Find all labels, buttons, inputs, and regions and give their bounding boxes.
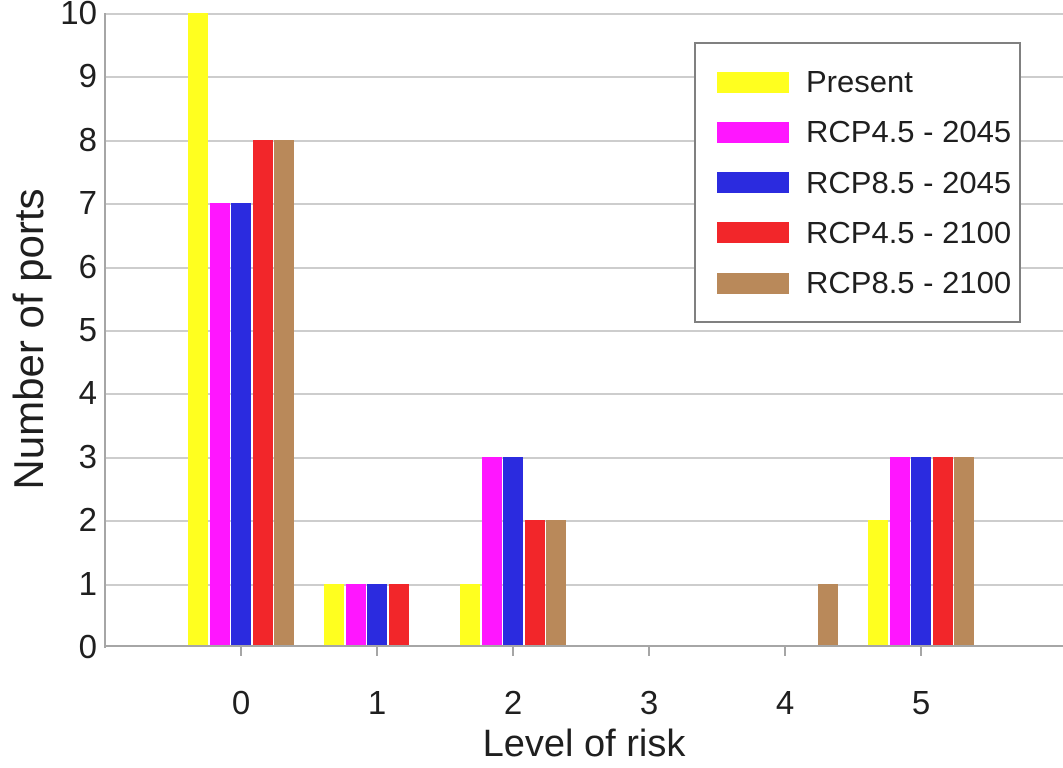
- y-tick-label: 7: [78, 184, 97, 222]
- gridline-y-5: [105, 330, 1063, 332]
- x-tick-mark-1: [376, 647, 378, 656]
- legend-label: Present: [806, 64, 913, 99]
- x-tick-label: 0: [231, 684, 251, 721]
- bar-group-risk-1: [324, 13, 430, 647]
- bar-rcp4-5-2045-risk-2: [481, 457, 502, 647]
- y-axis-line: [104, 13, 106, 648]
- bar-rcp4-5-2100-risk-1: [388, 584, 409, 647]
- bar-group-risk-4: [732, 13, 838, 647]
- legend-label: RCP4.5 - 2100: [806, 214, 1012, 250]
- y-tick-label: 8: [78, 120, 97, 158]
- legend-swatch-rcp4-5-2100: [717, 222, 789, 244]
- legend-item-rcp4-5-2045: RCP4.5 - 2045: [696, 107, 1019, 157]
- gridline-y-8: [105, 139, 1063, 142]
- bar-group-risk-3: [596, 13, 702, 647]
- bar-group-risk-5: [868, 13, 974, 647]
- gridline-y-3: [105, 456, 1063, 459]
- legend-item-rcp8-5-2100: RCP8.5 - 2100: [696, 258, 1019, 308]
- bar-rcp4-5-2045-risk-1: [345, 584, 366, 647]
- legend-swatch-rcp8-5-2045: [717, 172, 789, 193]
- bar-rcp4-5-2100-risk-2: [524, 520, 545, 647]
- y-tick-label: 5: [78, 311, 97, 348]
- gridline-y-4: [105, 393, 1063, 396]
- bar-rcp8-5-2100-risk-0: [274, 140, 294, 647]
- bar-rcp8-5-2045-risk-5: [911, 457, 931, 647]
- y-tick-label: 6: [78, 247, 97, 285]
- x-tick-mark-5: [920, 647, 922, 656]
- legend-item-rcp8-5-2045: RCP8.5 - 2045: [696, 158, 1019, 208]
- bar-present-risk-1: [324, 584, 344, 647]
- x-tick-label: 2: [503, 684, 523, 721]
- legend-swatch-present: [717, 71, 789, 93]
- x-axis-title: Level of risk: [482, 723, 686, 765]
- bar-present-risk-0: [188, 13, 208, 647]
- x-axis-line: [104, 645, 1063, 647]
- y-tick-label: 10: [60, 0, 97, 31]
- y-tick-label: 4: [78, 374, 97, 412]
- legend: Present RCP4.5 - 2045 RCP8.5 - 2045 RCP4.5 …: [694, 42, 1021, 323]
- legend-item-rcp4-5-2100: RCP4.5 - 2100: [696, 208, 1019, 258]
- legend-label: RCP8.5 - 2100: [806, 265, 1012, 300]
- gridline-y-1: [105, 583, 1063, 586]
- legend-swatch-rcp8-5-2100: [717, 272, 789, 294]
- bar-rcp4-5-2100-risk-5: [932, 457, 953, 647]
- legend-label: RCP8.5 - 2045: [806, 164, 1012, 200]
- legend-swatch-rcp4-5-2045: [717, 121, 789, 143]
- y-tick-label: 0: [78, 628, 97, 665]
- legend-item-present: Present: [696, 57, 1019, 107]
- x-tick-mark-3: [648, 647, 650, 656]
- bar-rcp8-5-2045-risk-0: [231, 203, 251, 647]
- plot-area: [105, 13, 1063, 647]
- y-tick-label: 1: [78, 564, 97, 602]
- bar-present-risk-5: [868, 520, 888, 647]
- legend-label: RCP4.5 - 2045: [806, 114, 1012, 150]
- bar-present-risk-2: [460, 584, 480, 647]
- bar-rcp8-5-2100-risk-5: [954, 457, 974, 647]
- bar-group-risk-0: [188, 13, 294, 647]
- bar-rcp8-5-2045-risk-2: [503, 457, 523, 647]
- y-tick-label: 2: [78, 501, 97, 539]
- gridline-y-6: [105, 266, 1063, 269]
- y-tick-label: 3: [78, 437, 97, 475]
- y-tick-label: 9: [78, 57, 97, 95]
- x-tick-mark-0: [240, 647, 242, 656]
- bar-rcp8-5-2100-risk-2: [546, 520, 566, 647]
- x-tick-label: 1: [367, 684, 387, 721]
- gridline-y-9: [105, 76, 1063, 79]
- x-tick-mark-2: [512, 647, 514, 656]
- x-tick-label: 4: [775, 684, 795, 721]
- x-tick-label: 3: [639, 684, 659, 721]
- x-tick-label: 5: [911, 684, 931, 721]
- gridline-y-2: [105, 520, 1063, 523]
- gridline-y-7: [105, 203, 1063, 206]
- bar-rcp8-5-2100-risk-4: [818, 584, 838, 647]
- gridline-y-10: [105, 13, 1063, 15]
- bar-rcp4-5-2100-risk-0: [252, 140, 273, 647]
- bar-rcp8-5-2045-risk-1: [367, 584, 387, 647]
- x-tick-mark-4: [784, 647, 786, 656]
- bar-rcp4-5-2045-risk-0: [209, 203, 230, 647]
- bar-group-risk-2: [460, 13, 566, 647]
- bar-rcp4-5-2045-risk-5: [889, 457, 910, 647]
